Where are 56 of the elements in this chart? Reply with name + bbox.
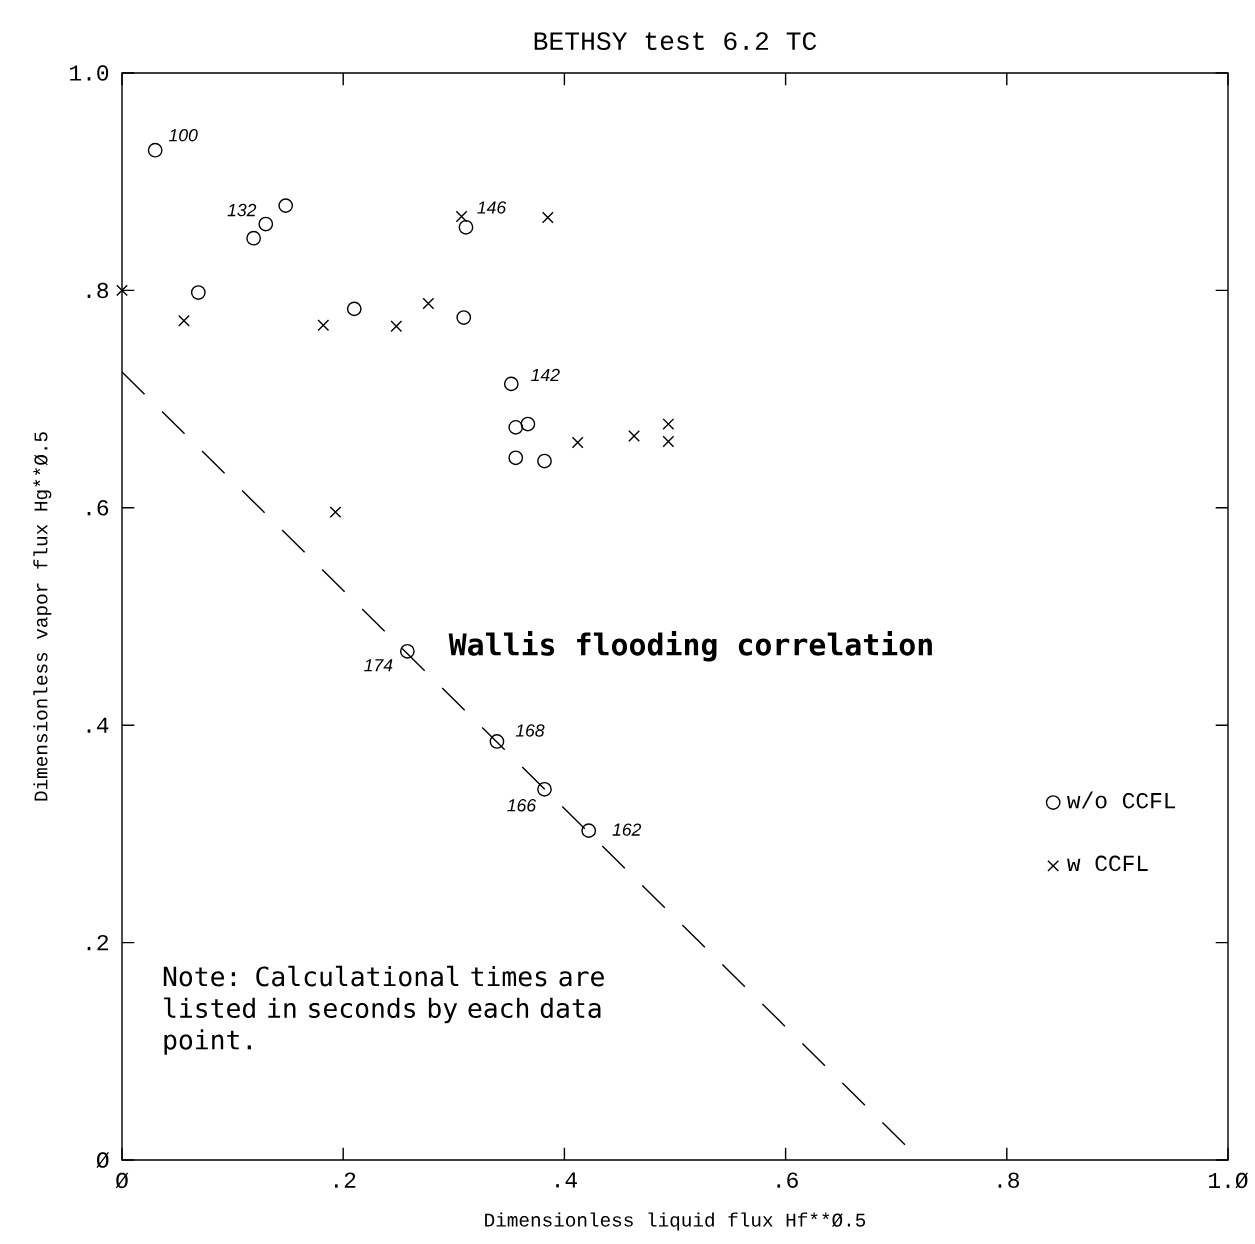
point (258, 216, 274, 232)
y-tick-label: .2 (87, 934, 108, 951)
annotation: Note: Calculational times are listed in seconds by each data point. (163, 965, 604, 1055)
x-tick-label: .8 (998, 1172, 1019, 1188)
point (116, 284, 128, 297)
point (399, 643, 415, 659)
point (508, 419, 524, 435)
point (317, 319, 330, 332)
annotation: 132 (227, 203, 257, 217)
x-tick-label: 1.Ø (1209, 1172, 1248, 1189)
x-tick-label: .6 (777, 1172, 798, 1188)
point (190, 285, 206, 300)
chart-title: BETHSY test 6.2 TC (534, 32, 817, 51)
point (537, 453, 552, 469)
legend-label: w CCFL (1067, 855, 1148, 872)
point (662, 435, 675, 448)
point (662, 418, 675, 431)
legend-label: w/o CCFL (1067, 791, 1176, 809)
y-tick-label: .4 (87, 717, 109, 733)
point (390, 320, 403, 333)
point (329, 506, 342, 519)
point (278, 198, 294, 213)
annotation: 142 (531, 368, 560, 382)
y-tick-label: .6 (87, 500, 109, 516)
x-tick-label: Ø (115, 1172, 129, 1189)
point (455, 210, 468, 223)
point (541, 211, 554, 224)
point (581, 823, 597, 839)
annotation: 166 (507, 799, 537, 812)
point (456, 310, 472, 325)
point (458, 219, 474, 235)
point (571, 436, 584, 449)
point (178, 314, 190, 327)
y-axis-title: Dimensionless vapor flux Hg**Ø.5 (33, 432, 52, 801)
point (246, 230, 262, 246)
annotation: 174 (364, 659, 393, 672)
point (346, 301, 362, 317)
point (147, 142, 163, 158)
annotation: 162 (612, 823, 642, 836)
x-tick-label: .2 (335, 1172, 356, 1188)
point (520, 416, 536, 432)
y-tick-label: .8 (87, 282, 109, 299)
point (628, 430, 641, 442)
point (537, 781, 552, 797)
point (489, 734, 505, 749)
annotation: 168 (515, 724, 545, 737)
annotation: 146 (477, 201, 507, 214)
y-tick-label: Ø (96, 1152, 109, 1168)
x-axis-title: Dimensionless liquid flux Hf**Ø.5 (485, 1212, 866, 1231)
annotation: Wallis flooding correlation (448, 630, 932, 662)
x-tick-label: .4 (556, 1172, 577, 1188)
point (508, 450, 524, 466)
annotation: 100 (168, 128, 198, 142)
point (503, 376, 519, 392)
point (422, 297, 435, 310)
y-tick-label: 1.0 (70, 65, 109, 81)
